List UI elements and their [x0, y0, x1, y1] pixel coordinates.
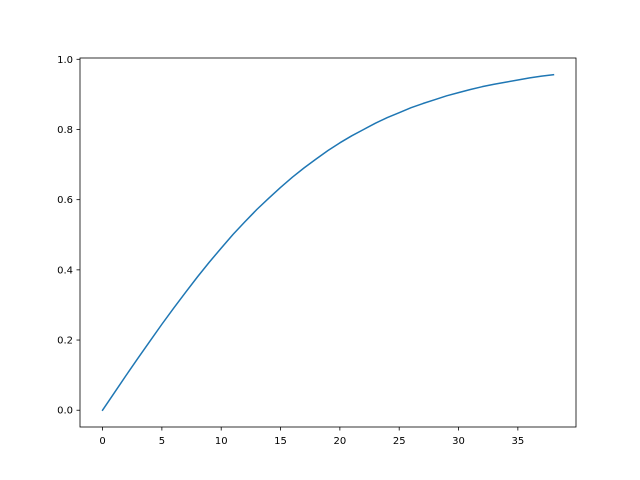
x-axis: 0 5 10 15 20 25 30 35: [99, 427, 524, 447]
y-tick-label: 1.0: [57, 55, 73, 66]
x-tick-label: 10: [215, 436, 228, 447]
y-tick-label: 0.4: [57, 265, 73, 276]
y-tick-label: 0.8: [57, 125, 73, 136]
x-tick-label: 25: [393, 436, 406, 447]
series-line-0: [101, 73, 555, 412]
x-tick-label: 0: [99, 436, 105, 447]
y-axis: 0.0 0.2 0.4 0.6 0.8 1.0: [57, 55, 80, 417]
x-tick-label: 20: [333, 436, 346, 447]
y-tick-label: 0.6: [57, 195, 73, 206]
x-tick-label: 30: [452, 436, 465, 447]
y-tick-label: 0.2: [57, 336, 73, 347]
x-tick-label: 35: [511, 436, 524, 447]
y-tick-label: 0.0: [57, 406, 73, 417]
x-tick-label: 15: [274, 436, 287, 447]
plot-lines: [101, 73, 555, 412]
x-tick-label: 5: [159, 436, 165, 447]
axes-frame: [79, 57, 577, 428]
